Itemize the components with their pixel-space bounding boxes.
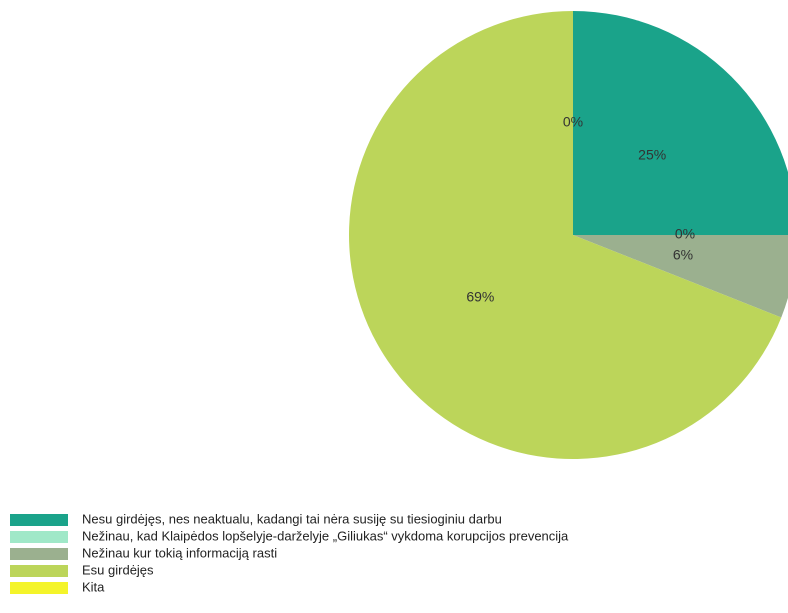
legend-label: Nesu girdėjęs, nes neaktualu, kadangi ta… bbox=[82, 511, 502, 526]
pie-slice bbox=[573, 11, 788, 235]
data-label: 25% bbox=[638, 147, 666, 163]
data-label: 69% bbox=[466, 289, 494, 305]
data-label: 6% bbox=[673, 247, 693, 263]
legend-swatch bbox=[10, 548, 68, 560]
pie-slice bbox=[349, 11, 782, 459]
legend-swatch bbox=[10, 514, 68, 526]
legend-swatch bbox=[10, 565, 68, 577]
legend-label: Nežinau kur tokią informaciją rasti bbox=[82, 545, 277, 560]
legend-label: Nežinau, kad Klaipėdos lopšelyje-daržely… bbox=[82, 528, 569, 543]
data-label: 0% bbox=[563, 114, 583, 130]
legend-swatch bbox=[10, 582, 68, 594]
legend-label: Esu girdėjęs bbox=[82, 562, 154, 577]
data-label: 0% bbox=[675, 226, 695, 242]
legend-swatch bbox=[10, 531, 68, 543]
pie-slice bbox=[573, 235, 788, 318]
legend-label: Kita bbox=[82, 579, 105, 594]
